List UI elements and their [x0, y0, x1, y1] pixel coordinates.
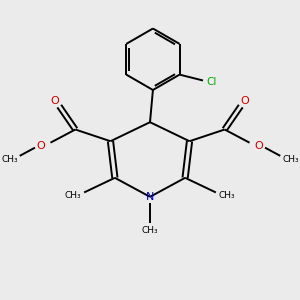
Text: O: O	[50, 96, 59, 106]
Text: N: N	[146, 192, 154, 202]
Text: Cl: Cl	[207, 77, 217, 87]
Text: CH₃: CH₃	[282, 155, 299, 164]
Text: CH₃: CH₃	[142, 226, 158, 235]
Text: O: O	[241, 96, 250, 106]
Text: O: O	[37, 141, 46, 151]
Text: CH₃: CH₃	[1, 155, 18, 164]
Text: O: O	[254, 141, 263, 151]
Text: CH₃: CH₃	[218, 191, 235, 200]
Text: CH₃: CH₃	[65, 191, 82, 200]
